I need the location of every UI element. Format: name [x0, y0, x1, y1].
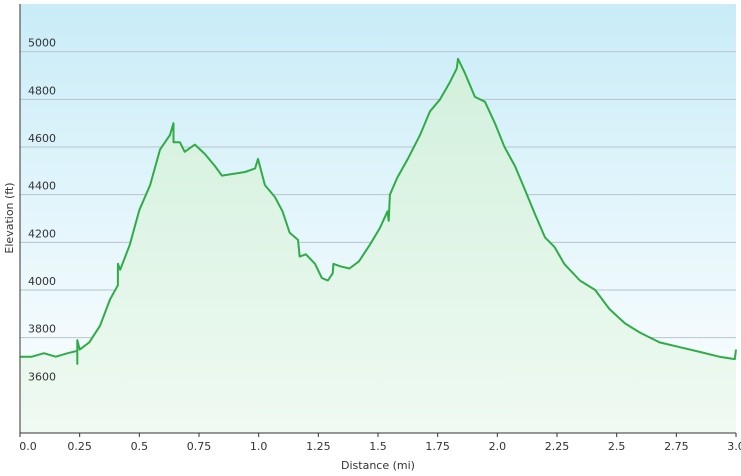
x-tick-label: 2.0: [489, 440, 507, 453]
x-tick-label: 2.5: [608, 440, 626, 453]
y-tick-label: 3800: [28, 323, 56, 336]
elevation-line: [20, 57, 737, 365]
x-tick-label: 1.5: [369, 440, 387, 453]
y-tick-label: 4400: [28, 180, 56, 193]
x-tick-label: 0.0: [19, 440, 37, 453]
y-tick-label: 4000: [28, 275, 56, 288]
x-tick-label: 1.25: [306, 440, 331, 453]
x-tick-label: 2.75: [664, 440, 689, 453]
y-axis-title: Elevation (ft): [3, 182, 16, 253]
area-fill: [20, 58, 736, 434]
x-axis-title: Distance (mi): [341, 459, 415, 472]
x-tick-label: 1.0: [250, 440, 268, 453]
x-tick-label: 1.75: [425, 440, 450, 453]
y-tick-label: 5000: [28, 37, 56, 50]
x-tick-label: 2.25: [545, 440, 570, 453]
y-tick-label: 4600: [28, 132, 56, 145]
y-tick-label: 4200: [28, 227, 56, 240]
x-tick-label: 0.5: [131, 440, 149, 453]
x-tick-label: 0.75: [187, 440, 212, 453]
y-tick-label: 4800: [28, 84, 56, 97]
y-tick-label: 3600: [28, 370, 56, 383]
x-tick-label: 0.25: [67, 440, 92, 453]
x-tick-label: 3.0: [727, 440, 741, 453]
